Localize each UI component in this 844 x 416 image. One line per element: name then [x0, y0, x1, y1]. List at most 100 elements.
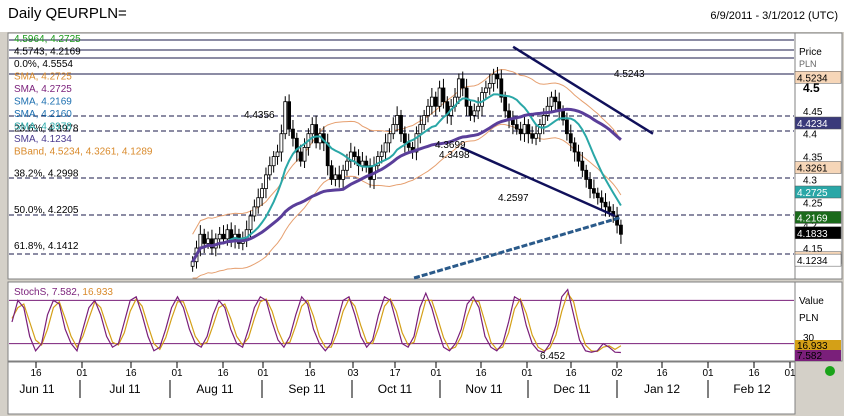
- candle: [483, 87, 488, 93]
- candle: [588, 179, 592, 189]
- price-badge-text: 4.2725: [797, 188, 828, 199]
- candle: [221, 233, 226, 240]
- x-day-label: 01: [76, 368, 88, 379]
- stoch-badge: [795, 350, 841, 361]
- x-day-label: 16: [30, 368, 42, 379]
- candle: [364, 160, 369, 167]
- x-day-label: 01: [702, 368, 714, 379]
- candle: [445, 101, 450, 116]
- candle: [503, 96, 508, 112]
- candle: [526, 124, 531, 135]
- candle: [460, 78, 465, 89]
- x-month-label: Jul 11: [109, 382, 140, 396]
- legend-item: SMA, 4.2169: [14, 97, 72, 108]
- stoch-badge-text: 7.582: [797, 351, 822, 362]
- x-day-label: 01: [171, 368, 183, 379]
- candle: [619, 224, 623, 235]
- candle: [294, 137, 299, 153]
- stoch-panel: [7, 281, 796, 362]
- candle: [422, 115, 427, 125]
- price-tick: 4.15: [803, 244, 823, 255]
- legend-item: SMA, 4.1234: [14, 134, 72, 145]
- stoch-k-value: 7.582,: [52, 287, 83, 298]
- annotation-label: 4.4356: [244, 110, 275, 121]
- candle: [329, 165, 334, 180]
- fib-label: 38.2%, 4.2998: [14, 169, 79, 180]
- legend-item: SMA, 4.2160: [14, 109, 72, 120]
- candle: [291, 128, 295, 139]
- x-month-label: Aug 11: [196, 382, 233, 396]
- stoch-badge: [795, 340, 841, 351]
- candle: [441, 87, 446, 103]
- candle: [302, 147, 307, 162]
- candle: [271, 156, 276, 167]
- chart-title: Daily QEURPLN=: [8, 5, 127, 22]
- candle: [287, 101, 292, 130]
- sma-slow-line: [191, 107, 622, 263]
- price-badge: [794, 226, 842, 240]
- price-badge: [794, 185, 842, 199]
- time-axis: [7, 361, 796, 415]
- candle: [198, 233, 203, 249]
- candle: [260, 188, 264, 199]
- value-currency: PLN: [799, 313, 818, 324]
- price-axis-label: Price: [799, 47, 822, 58]
- price-badge: [794, 253, 842, 267]
- date-range: 6/9/2011 - 3/1/2012 (UTC): [710, 10, 838, 22]
- candle: [256, 197, 261, 208]
- candle: [595, 192, 600, 199]
- price-badge: [794, 161, 842, 174]
- candle: [530, 133, 535, 139]
- legend-item: SMA, 4.2725: [14, 72, 72, 83]
- x-day-label: 16: [217, 368, 229, 379]
- x-day-label: 01: [430, 368, 442, 379]
- candle: [518, 128, 523, 135]
- candle: [314, 124, 319, 144]
- trend-line[interactable]: [512, 45, 654, 135]
- bband-lower: [192, 123, 622, 279]
- x-month-label: Jan 12: [644, 382, 680, 396]
- candle: [534, 133, 538, 139]
- x-day-label: 16: [304, 368, 316, 379]
- legend-item: 4.5743, 4.2169: [14, 47, 81, 58]
- price-badge-text: 4.2169: [797, 213, 828, 224]
- candle: [391, 124, 396, 135]
- candle: [267, 165, 272, 176]
- sma-long-line: [413, 215, 622, 280]
- fib-label: 61.8%, 4.1412: [14, 241, 79, 252]
- candle: [476, 105, 481, 112]
- candle: [310, 124, 315, 135]
- candle: [580, 160, 585, 171]
- candle: [275, 151, 280, 157]
- price-badge: [794, 71, 842, 84]
- price-tick: 4.4: [803, 130, 817, 141]
- candle: [615, 215, 619, 226]
- status-indicator[interactable]: [825, 366, 835, 376]
- candle: [352, 151, 357, 157]
- candle: [472, 110, 477, 116]
- legend-item: SMA, 4.3978: [14, 122, 72, 133]
- candle: [395, 115, 400, 125]
- x-day-label: 17: [389, 368, 401, 379]
- candle: [298, 151, 303, 162]
- legend-item: SMA, 4.2725: [14, 84, 72, 95]
- candle: [456, 78, 461, 98]
- stoch-k-line: [11, 288, 621, 354]
- x-month-label: Feb 12: [733, 382, 771, 396]
- candle: [464, 87, 469, 107]
- chart-header: Daily QEURPLN= 6/9/2011 - 3/1/2012 (UTC): [0, 0, 844, 32]
- x-month-label: Jun 11: [19, 382, 54, 396]
- stoch-d-line: [11, 291, 622, 353]
- annotation-label: 4.5243: [614, 69, 645, 80]
- candle: [495, 73, 500, 80]
- candle: [225, 229, 230, 240]
- candle: [206, 238, 210, 244]
- stoch-tick: 30: [803, 333, 815, 344]
- candle: [522, 124, 527, 135]
- candle: [337, 174, 342, 180]
- x-day-label: 16: [475, 368, 487, 379]
- candle: [565, 119, 569, 135]
- trend-line[interactable]: [460, 146, 616, 218]
- stoch-label: StochS, 7.582, 16.933: [14, 287, 113, 298]
